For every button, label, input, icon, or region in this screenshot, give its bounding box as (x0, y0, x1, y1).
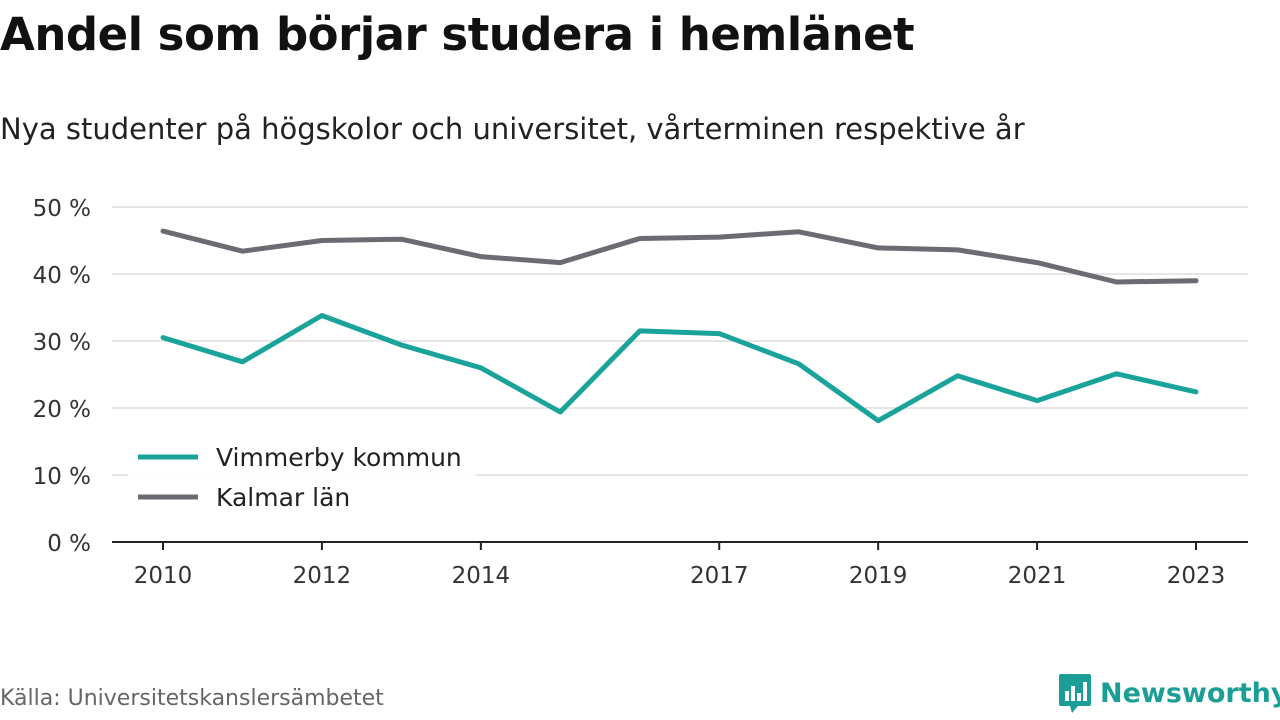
x-tick-label: 2017 (690, 563, 749, 589)
x-tick-label: 2023 (1167, 563, 1226, 589)
y-tick-label: 50 % (33, 196, 91, 222)
y-tick-label: 30 % (33, 330, 91, 356)
x-tick-label: 2014 (452, 563, 511, 589)
newsworthy-logo-icon (1059, 674, 1091, 713)
x-tick-label: 2010 (134, 563, 193, 589)
y-tick-label: 20 % (33, 397, 91, 423)
chart-title: Andel som börjar studera i hemlänet (0, 8, 915, 61)
legend-label: Kalmar län (216, 483, 350, 512)
y-tick-label: 40 % (33, 263, 91, 289)
x-tick-label: 2012 (293, 563, 352, 589)
source-note: Källa: Universitetskanslersämbetet (0, 686, 384, 711)
series-line (160, 228, 1199, 285)
line-chart: 0 % 10 % 20 % 30 % 40 % 50 % 2010 2012 2014 2017 2… (33, 196, 1248, 589)
x-tick-label: 2019 (849, 563, 908, 589)
legend-label: Vimmerby kommun (216, 443, 462, 472)
y-tick-label: 0 % (47, 531, 91, 557)
series-line (160, 313, 1199, 424)
brand: Newsworthy (1058, 672, 1280, 714)
y-tick-label: 10 % (33, 464, 91, 490)
legend-background (128, 435, 476, 517)
x-tick-label: 2021 (1008, 563, 1067, 589)
brand-name: Newsworthy (1100, 677, 1280, 709)
chart-subtitle: Nya studenter på högskolor och universit… (0, 112, 1025, 146)
